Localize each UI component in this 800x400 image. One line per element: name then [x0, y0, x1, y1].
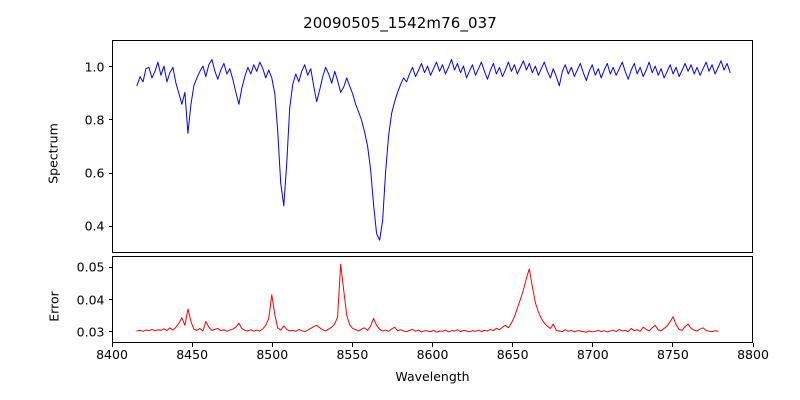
y-axis-label-spectrum: Spectrum	[45, 123, 61, 184]
x-tick	[271, 343, 273, 347]
y-tick-label-spectrum: 0.4	[84, 218, 105, 234]
y-tick-label-spectrum: 0.8	[84, 112, 105, 128]
y-tick-label-error: 0.03	[76, 324, 105, 340]
x-tick	[191, 343, 193, 347]
y-tick-label-error: 0.04	[76, 292, 105, 307]
x-tick	[672, 343, 674, 347]
x-tick	[512, 343, 514, 347]
y-tick-label-spectrum: 1.0	[84, 59, 105, 75]
x-tick-label: 8800	[737, 347, 769, 362]
y-tick-label-error: 0.05	[76, 259, 105, 275]
y-tick-spectrum	[108, 66, 112, 68]
y-tick-error	[108, 299, 112, 301]
x-tick-label: 8550	[336, 347, 369, 362]
y-tick-spectrum	[108, 119, 112, 121]
error-line-series	[113, 257, 752, 342]
y-tick-spectrum	[108, 172, 112, 174]
x-tick	[432, 343, 434, 347]
x-tick	[592, 343, 594, 347]
y-tick-error	[108, 266, 112, 268]
figure-title: 20090505_1542m76_037	[303, 14, 497, 32]
x-tick-label: 8400	[96, 347, 128, 362]
y-axis-label-error: Error	[46, 291, 62, 322]
spectrum-line-series	[113, 41, 752, 252]
y-tick-error	[108, 331, 112, 333]
x-tick-label: 8700	[576, 347, 609, 362]
y-tick-spectrum	[108, 225, 112, 227]
error-plot-area	[112, 256, 753, 343]
x-tick-label: 8500	[256, 347, 289, 362]
y-tick-label-spectrum: 0.6	[84, 165, 105, 181]
x-tick-label: 8650	[496, 347, 529, 362]
x-axis-label-wavelength: Wavelength	[395, 369, 470, 384]
x-tick-label: 8600	[416, 347, 449, 362]
x-tick-label: 8750	[656, 347, 689, 362]
x-tick	[351, 343, 353, 347]
x-tick	[752, 343, 754, 347]
spectrum-plot-area	[112, 40, 753, 253]
x-tick	[111, 343, 113, 347]
x-tick-label: 8450	[176, 347, 209, 362]
